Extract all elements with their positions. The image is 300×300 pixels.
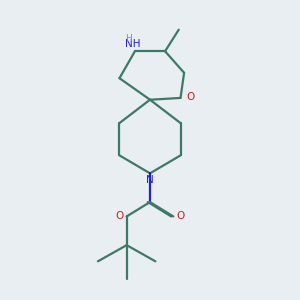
Text: O: O xyxy=(176,212,184,221)
Text: O: O xyxy=(116,212,124,221)
Text: N: N xyxy=(146,175,154,185)
Text: H: H xyxy=(125,34,132,43)
Text: O: O xyxy=(186,92,194,102)
Text: NH: NH xyxy=(125,40,140,50)
